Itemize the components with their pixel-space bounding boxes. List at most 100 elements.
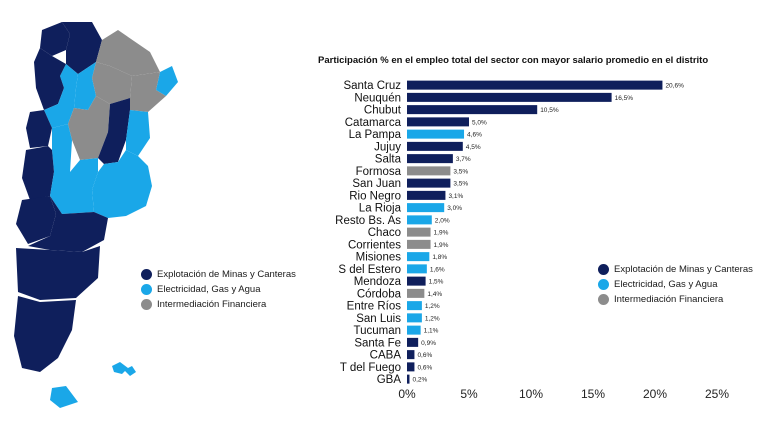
bar	[407, 239, 431, 249]
value-label: 1,5%	[429, 279, 444, 286]
map-legend: Explotación de Minas y Canteras Electric…	[141, 267, 296, 312]
category-label: San Luis	[356, 313, 401, 325]
x-tick-label: 25%	[705, 387, 729, 401]
value-label: 5,0%	[472, 119, 487, 126]
legend-label: Explotación de Minas y Canteras	[614, 264, 753, 275]
value-label: 3,5%	[453, 168, 468, 175]
category-label: Córdoba	[357, 288, 402, 300]
category-label: Santa Cruz	[343, 80, 401, 92]
map-region-san-luis	[52, 124, 72, 172]
bar	[407, 288, 425, 298]
map-region-rio-negro	[28, 196, 108, 252]
map-region-malvinas	[112, 362, 128, 374]
map-region-mendoza	[22, 146, 54, 200]
value-label: 1,8%	[432, 254, 447, 261]
x-tick-label: 0%	[398, 387, 416, 401]
map-region-sgo-estero	[74, 62, 96, 110]
bar	[407, 203, 445, 213]
value-label: 0,9%	[421, 340, 436, 347]
map-region-salta	[62, 22, 102, 74]
value-label: 1,4%	[427, 291, 442, 298]
legend-dot-icon	[141, 299, 152, 310]
map-region-buenos-aires	[92, 150, 152, 218]
map-legend-item-finance: Intermediación Financiera	[141, 297, 296, 312]
category-label: Corrientes	[348, 239, 401, 251]
category-label: Misiones	[356, 252, 402, 264]
map-region-corrientes	[130, 72, 166, 112]
bar	[407, 80, 663, 90]
category-label: Chubut	[364, 105, 402, 117]
chart-legend-item-finance: Intermediación Financiera	[598, 292, 753, 307]
category-label: Formosa	[356, 166, 402, 178]
legend-dot-icon	[598, 279, 609, 290]
bar	[407, 215, 432, 225]
x-tick-label: 15%	[581, 387, 605, 401]
legend-dot-icon	[141, 284, 152, 295]
map-region-malvinas-west	[124, 366, 136, 376]
category-label: GBA	[377, 374, 402, 386]
map-region-misiones	[156, 66, 178, 96]
category-label: Jujuy	[374, 141, 401, 153]
legend-label: Explotación de Minas y Canteras	[157, 269, 296, 280]
bar	[407, 337, 419, 347]
category-label: S del Estero	[338, 264, 401, 276]
map-region-formosa	[96, 30, 160, 76]
chart-title: Participación % en el empleo total del s…	[318, 55, 709, 66]
bar	[407, 264, 427, 274]
category-label: Santa Fe	[354, 337, 401, 349]
chart-legend-item-utilities: Electricidad, Gas y Agua	[598, 277, 753, 292]
bar	[407, 325, 421, 335]
category-label: Salta	[375, 154, 402, 166]
map-region-chaco	[92, 62, 132, 104]
map-region-catamarca	[34, 48, 66, 110]
value-label: 2,0%	[435, 217, 450, 224]
value-label: 4,5%	[466, 144, 481, 151]
value-label: 1,9%	[434, 242, 449, 249]
x-tick-label: 10%	[519, 387, 543, 401]
map-region-entre-rios	[126, 110, 150, 156]
value-label: 1,2%	[425, 303, 440, 310]
value-label: 1,1%	[424, 328, 439, 335]
x-tick-label: 5%	[460, 387, 478, 401]
bar	[407, 166, 451, 176]
bar	[407, 301, 422, 311]
legend-label: Electricidad, Gas y Agua	[157, 284, 261, 295]
category-label: CABA	[370, 350, 402, 362]
chart-legend-item-mining: Explotación de Minas y Canteras	[598, 262, 753, 277]
legend-dot-icon	[598, 294, 609, 305]
value-label: 0,2%	[412, 377, 427, 384]
category-label: Entre Ríos	[347, 301, 402, 313]
map-region-santa-cruz	[14, 296, 76, 372]
category-label: La Rioja	[359, 203, 402, 215]
category-label: T del Fuego	[340, 362, 401, 374]
legend-label: Electricidad, Gas y Agua	[614, 279, 718, 290]
value-label: 3,7%	[456, 156, 471, 163]
legend-dot-icon	[141, 269, 152, 280]
map-legend-item-utilities: Electricidad, Gas y Agua	[141, 282, 296, 297]
map-region-jujuy	[40, 22, 70, 56]
bar	[407, 129, 465, 139]
bar	[407, 374, 410, 384]
bar	[407, 154, 453, 164]
category-label: Mendoza	[354, 276, 402, 288]
value-label: 1,2%	[425, 315, 440, 322]
bar	[407, 313, 422, 323]
bar	[407, 350, 415, 360]
value-label: 10,5%	[540, 107, 559, 114]
value-label: 0,6%	[417, 352, 432, 359]
map-region-neuquen	[16, 196, 56, 244]
map-region-chubut	[16, 246, 100, 300]
legend-label: Intermediación Financiera	[157, 299, 267, 310]
value-label: 3,1%	[448, 193, 463, 200]
map-region-santa-fe	[98, 98, 130, 164]
category-label: Catamarca	[345, 117, 402, 129]
category-label: San Juan	[352, 178, 401, 190]
value-label: 1,9%	[434, 230, 449, 237]
legend-dot-icon	[598, 264, 609, 275]
bar	[407, 252, 430, 262]
category-label: Rio Negro	[349, 190, 401, 202]
map-region-la-pampa	[50, 158, 98, 214]
category-label: La Pampa	[349, 129, 402, 141]
bar	[407, 276, 426, 286]
